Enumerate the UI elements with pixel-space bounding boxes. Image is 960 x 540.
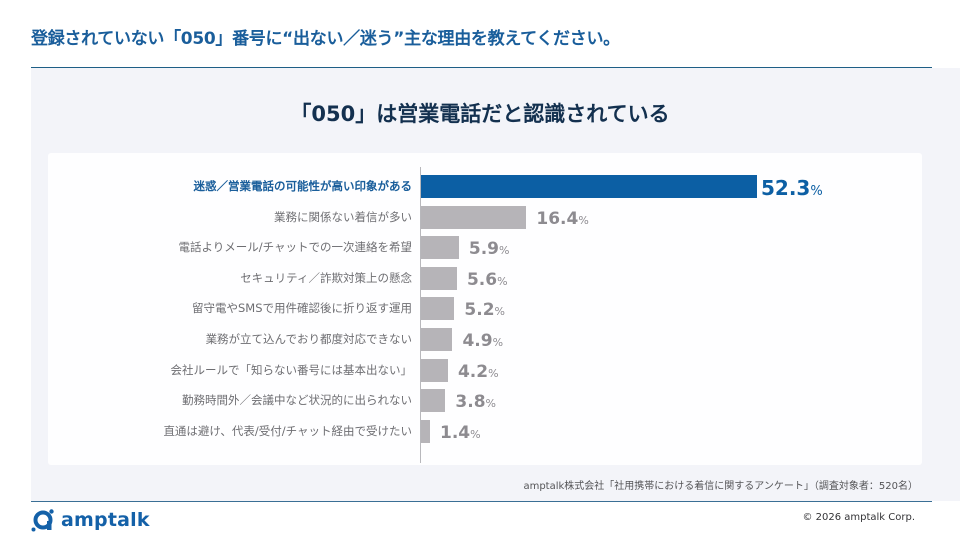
bar-label: 業務が立て込んでおり都度対応できない (205, 332, 412, 346)
bar-value-number: 5.2 (464, 300, 495, 321)
bar-row: 会社ルールで「知らない番号には基本出ない」 4.2% (0, 358, 960, 382)
bar-row: 留守電やSMSで用件確認後に折り返す運用 5.2% (0, 297, 960, 321)
bar-value-number: 52.3 (761, 176, 811, 200)
footer-divider (31, 501, 932, 502)
survey-question: 登録されていない「050」番号に“出ない／迷う”主な理由を教えてください。 (31, 29, 620, 49)
bar-value-number: 16.4 (536, 208, 579, 229)
bar-value-unit: % (578, 213, 589, 227)
source-note: amptalk株式会社「社用携帯における着信に関するアンケート」（調査対象者：5… (523, 481, 918, 492)
bar (421, 358, 448, 382)
bar (421, 205, 527, 229)
bar-value: 1.4% (440, 420, 481, 443)
bar-label: 電話よりメール/チャットでの一次連絡を希望 (178, 240, 412, 255)
bar-value-number: 4.9 (462, 331, 493, 351)
bar-value: 5.6% (467, 267, 508, 290)
bar-value: 4.2% (458, 359, 499, 382)
bar-value-unit: % (499, 244, 510, 258)
bar-row: セキュリティ／詐欺対策上の懸念 5.6% (0, 266, 960, 290)
bar-value: 4.9% (462, 328, 503, 351)
bar-value-unit: % (470, 427, 481, 441)
bar (421, 328, 453, 351)
bar-value-unit: % (492, 336, 504, 349)
bar-value-unit: % (810, 184, 823, 199)
bar-value-number: 5.6 (466, 269, 498, 290)
bar-label: 直通は避け、代表/受付/チャット経由で受けたい (163, 423, 412, 438)
bar-row: 直通は避け、代表/受付/チャット経由で受けたい 1.4% (0, 419, 960, 443)
bar-value: 52.3% (761, 175, 823, 200)
amptalk-logo: amptalk (31, 507, 150, 533)
bar-value-number: 5.9 (468, 239, 500, 260)
bar (421, 175, 757, 198)
bar-row: 業務に関係ない着信が多い 16.4% (0, 205, 960, 229)
bar-label: セキュリティ／詐欺対策上の懸念 (240, 270, 412, 285)
bar-value-number: 3.8 (455, 392, 486, 413)
bar (421, 297, 455, 321)
amptalk-logo-icon (31, 509, 54, 532)
bar-value-unit: % (494, 305, 505, 319)
bar-row: 電話よりメール/チャットでの一次連絡を希望 5.9% (0, 236, 960, 260)
bar-value: 3.8% (455, 389, 496, 412)
bar-row: 迷惑／営業電話の可能性が高い印象がある 52.3% (0, 175, 960, 200)
bar-value-number: 4.2 (457, 361, 489, 382)
logo-text: amptalk (61, 509, 150, 531)
bar-label: 勤務時間外／会議中など状況的に出られない (182, 393, 412, 408)
bar-value: 5.9% (469, 236, 510, 259)
bar-value-unit: % (485, 397, 496, 411)
bar-label: 業務に関係ない着信が多い (274, 209, 412, 224)
copyright: © 2026 amptalk Corp. (802, 512, 915, 523)
bar (421, 389, 446, 413)
bar (421, 236, 459, 260)
bar-label: 迷惑／営業電話の可能性が高い印象がある (193, 179, 413, 193)
bar-value-unit: % (488, 366, 499, 380)
bar-value-number: 1.4 (439, 422, 471, 443)
bar-value: 5.2% (464, 297, 505, 320)
bar-value-unit: % (497, 274, 508, 288)
chart-card (48, 153, 922, 465)
chart-axis (420, 167, 421, 463)
chart-title: 「050」は営業電話だと認識されている (290, 102, 670, 126)
bar-label: 留守電やSMSで用件確認後に折り返す運用 (191, 301, 412, 316)
bar-row: 業務が立て込んでおり都度対応できない 4.9% (0, 328, 960, 351)
bar (421, 419, 430, 443)
bar-label: 会社ルールで「知らない番号には基本出ない」 (170, 362, 413, 377)
bar (421, 266, 457, 290)
bar-row: 勤務時間外／会議中など状況的に出られない 3.8% (0, 389, 960, 413)
header-divider (31, 67, 932, 68)
bar-value: 16.4% (536, 206, 588, 229)
